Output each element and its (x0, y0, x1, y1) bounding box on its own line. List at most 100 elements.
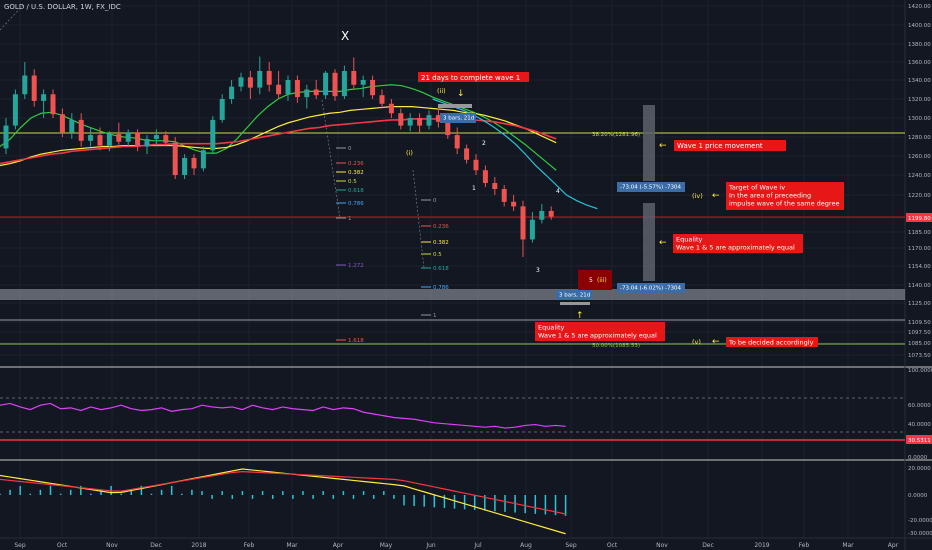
candle-body (529, 219, 535, 240)
equality-right-text: Equality (676, 236, 702, 244)
time-tick-label: Oct (57, 542, 68, 549)
wave1-move-text: Wave 1 price movement (677, 142, 763, 150)
arrow-v: ← (712, 337, 720, 347)
candle-body (69, 119, 75, 133)
rsi-value-box (906, 435, 932, 444)
macd-pane: 20.0000 0.0000 -20.0000 -30.0000 (0, 466, 932, 537)
time-tick-label: Sep (565, 542, 577, 549)
candle-body (520, 206, 526, 240)
wave-1-label: 1 (472, 185, 476, 192)
candle-body (341, 71, 347, 97)
wave-iii-label: (iii) (597, 277, 607, 284)
bars-bar-top (438, 104, 472, 108)
candle-body (97, 135, 103, 146)
fib-retracement-right[interactable]: 0 0.236 0.382 0.5 0.618 0.786 1 (412, 169, 449, 319)
candle-body (276, 84, 282, 95)
candle-body (191, 157, 197, 169)
wave-2-label: 2 (482, 140, 486, 147)
time-tick-label: May (380, 542, 393, 549)
symbol-title: GOLD / U.S. DOLLAR, 1W, FX_IDC (4, 3, 121, 11)
wave1-move-box (674, 140, 786, 151)
rsi-pane: 30.5311 100.0000 60.0000 40.0000 0.0000 (0, 368, 932, 461)
fib-level-label: 1 (348, 216, 352, 222)
decided-text: To be decided accordingly (728, 339, 814, 347)
candle-body (398, 113, 404, 126)
wave-i-label: (i) (406, 149, 413, 157)
fib-level-label: 0.5 (433, 252, 442, 258)
candle-body (548, 210, 554, 217)
candle-body (88, 135, 94, 141)
fib-level-label: 1 (433, 313, 437, 319)
price-tick-label: 1220.00 (908, 193, 931, 199)
target-iv-box (726, 182, 844, 210)
price-tick-label: 1320.00 (908, 97, 931, 103)
wave-v-label: (v) (692, 338, 701, 346)
time-tick-label: Apr (888, 542, 899, 549)
support-zone-band (0, 289, 905, 300)
price-tick-label: 1109.50 (908, 320, 931, 326)
candle-body (407, 118, 413, 126)
days-label-text: 21 days to complete wave 1 (421, 74, 520, 82)
horizontal-levels[interactable]: 38.20%(1281.96) 50.00%(1085.53) (0, 132, 905, 349)
time-tick-label: 2019 (754, 542, 769, 549)
fib-level-label: 0.786 (348, 201, 364, 207)
time-tick-label: Apr (333, 542, 344, 549)
fib-level-label: 0 (433, 198, 437, 204)
bars-top-box (440, 113, 476, 123)
candle-body (370, 80, 376, 96)
fib-level-label: 0.618 (433, 266, 449, 272)
price-tick-label: 1097.50 (908, 330, 931, 336)
fib-level-label: 0.236 (433, 224, 449, 230)
candle-body (59, 114, 65, 133)
candle-body (182, 157, 188, 175)
candle-body (219, 99, 225, 120)
candle-body (435, 115, 441, 122)
arrow-iv: ← (712, 191, 720, 201)
candle-body (153, 135, 159, 139)
price-axis[interactable]: 1420.00 1400.00 1380.00 1360.00 1340.00 1320.… (906, 4, 932, 359)
measure-top-box (617, 182, 685, 192)
price-tick-label: 1300.00 (908, 116, 931, 122)
wave-4-label: 4 (556, 188, 560, 195)
candle-body (135, 132, 141, 147)
candle-body (294, 80, 300, 98)
current-price-label: 1199.80 (908, 216, 931, 222)
candle-body (125, 132, 131, 142)
wave-5-label: 5 (589, 277, 593, 284)
time-tick-label: Dec (150, 542, 162, 549)
candle-body (360, 80, 366, 85)
macd-signal-line (0, 470, 566, 515)
candle-body (417, 118, 423, 126)
time-tick-label: Nov (106, 542, 118, 549)
rsi-tick-label: 40.0000 (908, 422, 931, 428)
time-axis[interactable]: Sep Oct Nov Dec 2018 Feb Mar Apr May Jun Jul Aug Sep… (0, 537, 932, 549)
candle-body (464, 148, 470, 160)
wave-iv-label: (iv) (692, 192, 703, 200)
time-tick-label: Nov (656, 542, 668, 549)
candle-body (492, 183, 498, 189)
x-wave-label: X (341, 29, 349, 43)
candle-body (539, 210, 545, 220)
measure-top-text: -73.04 (-5.57%) -7304 (620, 185, 681, 191)
fib-level-label: 0.236 (348, 161, 364, 167)
candle-body (238, 77, 244, 87)
price-tick-label: 1380.00 (908, 42, 931, 48)
wave-ii-label: (ii) (437, 87, 446, 95)
price-tick-label: 1125.00 (908, 301, 931, 307)
annotations[interactable]: X 21 days to complete wave 1 (ii) ↓ 3 bars, … (0, 3, 844, 347)
time-tick-label: Mar (842, 542, 854, 549)
fib-level-label: 1.618 (348, 338, 364, 344)
candle-body (50, 94, 56, 115)
measure-bar-top (643, 105, 655, 181)
time-tick-label: Mar (286, 542, 298, 549)
price-tick-label: 1260.00 (908, 154, 931, 160)
candle-body (41, 94, 47, 101)
fib-retracement-left[interactable]: 0 0.236 0.382 0.5 0.618 0.786 1 1.272 1.618 (321, 99, 364, 344)
rsi-line (0, 402, 566, 429)
equality-right-box (673, 234, 803, 253)
price-tick-label: 1170.00 (908, 246, 931, 252)
candle-body (285, 80, 291, 95)
target-iv-text: In the area of preceeding (729, 192, 811, 200)
